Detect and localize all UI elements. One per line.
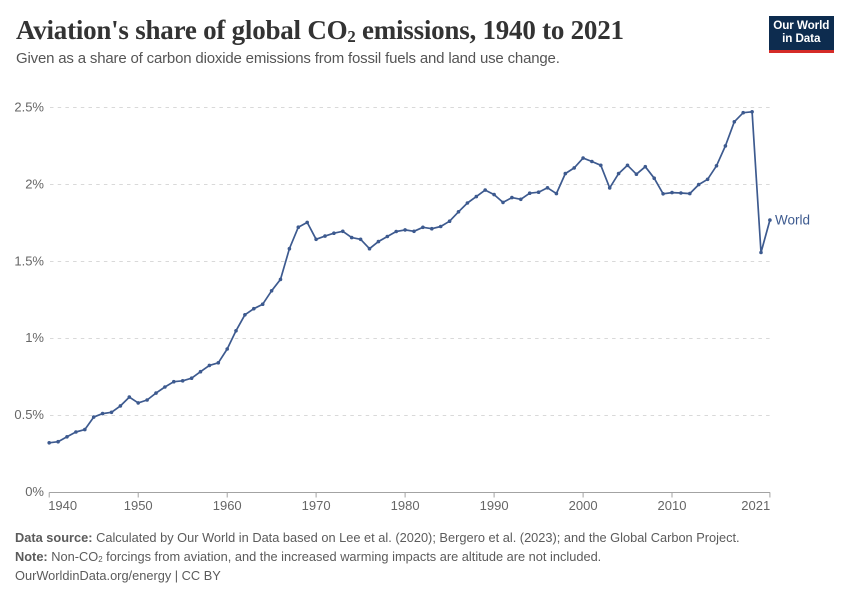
svg-text:2%: 2%	[25, 176, 44, 191]
svg-text:1950: 1950	[124, 498, 153, 513]
svg-text:2000: 2000	[569, 498, 598, 513]
svg-text:1980: 1980	[391, 498, 420, 513]
svg-text:2.5%: 2.5%	[14, 100, 44, 115]
svg-text:1970: 1970	[302, 498, 331, 513]
svg-text:1.5%: 1.5%	[14, 253, 44, 268]
svg-text:1990: 1990	[480, 498, 509, 513]
svg-text:1%: 1%	[25, 330, 44, 345]
svg-text:1960: 1960	[213, 498, 242, 513]
svg-text:0.5%: 0.5%	[14, 407, 44, 422]
svg-text:2021: 2021	[741, 498, 770, 513]
svg-text:2010: 2010	[658, 498, 687, 513]
svg-text:1940: 1940	[48, 498, 77, 513]
svg-text:World: World	[775, 213, 810, 228]
svg-text:0%: 0%	[25, 484, 44, 499]
